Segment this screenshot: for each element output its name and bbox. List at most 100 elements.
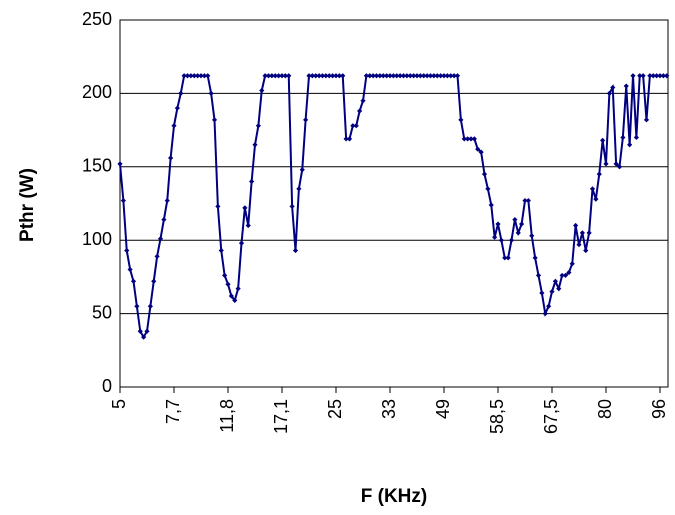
data-point bbox=[178, 90, 184, 96]
data-point bbox=[326, 73, 332, 79]
y-tick-label: 50 bbox=[92, 302, 112, 322]
data-point bbox=[292, 247, 299, 254]
data-point bbox=[252, 142, 258, 148]
data-point bbox=[505, 255, 511, 261]
data-point bbox=[444, 73, 450, 79]
data-point bbox=[546, 303, 552, 309]
data-point bbox=[137, 328, 143, 334]
data-point bbox=[390, 73, 396, 79]
data-point bbox=[141, 334, 147, 340]
y-tick-label: 150 bbox=[82, 156, 112, 176]
data-point bbox=[198, 73, 204, 79]
data-point bbox=[502, 255, 508, 261]
data-point bbox=[583, 247, 589, 254]
data-point bbox=[603, 161, 609, 167]
data-point bbox=[657, 73, 663, 79]
data-point bbox=[468, 136, 474, 142]
data-point bbox=[616, 164, 623, 170]
data-point bbox=[360, 98, 366, 104]
data-point bbox=[134, 303, 140, 309]
data-point bbox=[421, 73, 427, 79]
data-point bbox=[303, 117, 309, 123]
y-axis-title: Pthr (W) bbox=[17, 168, 38, 242]
data-point bbox=[556, 286, 562, 292]
data-point bbox=[529, 233, 535, 239]
data-point bbox=[117, 161, 123, 167]
data-point bbox=[276, 73, 282, 79]
data-point bbox=[478, 149, 484, 155]
data-point bbox=[120, 197, 126, 204]
data-point bbox=[269, 73, 275, 79]
data-point bbox=[147, 303, 153, 309]
data-point bbox=[407, 73, 413, 79]
data-point bbox=[434, 73, 440, 79]
data-point bbox=[208, 90, 214, 96]
data-point bbox=[242, 205, 248, 211]
data-point bbox=[454, 73, 461, 79]
data-point bbox=[161, 217, 167, 223]
data-point bbox=[154, 253, 160, 259]
data-point bbox=[613, 161, 619, 167]
data-point bbox=[441, 73, 447, 79]
data-point bbox=[168, 155, 174, 161]
x-tick-label: 25 bbox=[325, 399, 345, 419]
data-point bbox=[309, 73, 315, 79]
data-point bbox=[370, 73, 376, 79]
data-point bbox=[512, 217, 518, 223]
data-point bbox=[289, 203, 295, 210]
data-point bbox=[427, 73, 434, 79]
data-point bbox=[637, 73, 643, 79]
data-point bbox=[225, 281, 231, 287]
data-point bbox=[438, 73, 444, 79]
data-point bbox=[259, 87, 265, 94]
data-point bbox=[144, 328, 150, 334]
data-point bbox=[593, 196, 599, 202]
data-point bbox=[249, 178, 255, 185]
data-point bbox=[519, 221, 525, 227]
data-point bbox=[414, 73, 420, 79]
data-point bbox=[576, 242, 582, 248]
data-line bbox=[119, 74, 667, 340]
data-point bbox=[498, 237, 504, 243]
data-point bbox=[323, 73, 329, 79]
data-point bbox=[319, 73, 326, 79]
data-point bbox=[620, 134, 626, 141]
data-point bbox=[228, 293, 234, 299]
x-tick-label: 17,1 bbox=[271, 399, 291, 434]
data-point bbox=[492, 234, 498, 240]
data-point bbox=[458, 117, 464, 123]
data-point bbox=[525, 197, 531, 204]
data-point bbox=[640, 73, 646, 79]
data-point bbox=[481, 171, 488, 177]
x-tick-label: 7,7 bbox=[163, 399, 183, 424]
data-point bbox=[124, 247, 130, 254]
data-point bbox=[606, 90, 612, 96]
data-point bbox=[411, 73, 417, 79]
x-tick-label: 96 bbox=[649, 399, 669, 419]
y-tick-label: 100 bbox=[82, 229, 112, 249]
data-point bbox=[201, 73, 207, 79]
x-tick-label: 58,5 bbox=[487, 399, 507, 434]
data-point bbox=[218, 247, 224, 254]
x-tick-label: 11,8 bbox=[217, 399, 237, 433]
data-point bbox=[562, 272, 569, 279]
data-point bbox=[330, 73, 336, 79]
data-point bbox=[340, 73, 346, 79]
y-tick-label: 250 bbox=[82, 9, 112, 29]
data-point bbox=[299, 167, 305, 173]
data-point bbox=[664, 73, 670, 79]
data-point bbox=[623, 83, 629, 89]
data-point bbox=[559, 272, 565, 279]
data-point bbox=[394, 73, 400, 79]
data-point bbox=[181, 73, 187, 79]
data-point bbox=[424, 73, 430, 79]
data-point bbox=[215, 203, 221, 210]
data-point bbox=[245, 222, 251, 229]
data-point bbox=[535, 272, 542, 279]
data-point bbox=[400, 73, 407, 79]
x-axis-title: F (KHz) bbox=[361, 486, 427, 507]
data-point bbox=[286, 73, 292, 79]
data-point bbox=[255, 123, 261, 129]
data-point bbox=[573, 222, 579, 229]
